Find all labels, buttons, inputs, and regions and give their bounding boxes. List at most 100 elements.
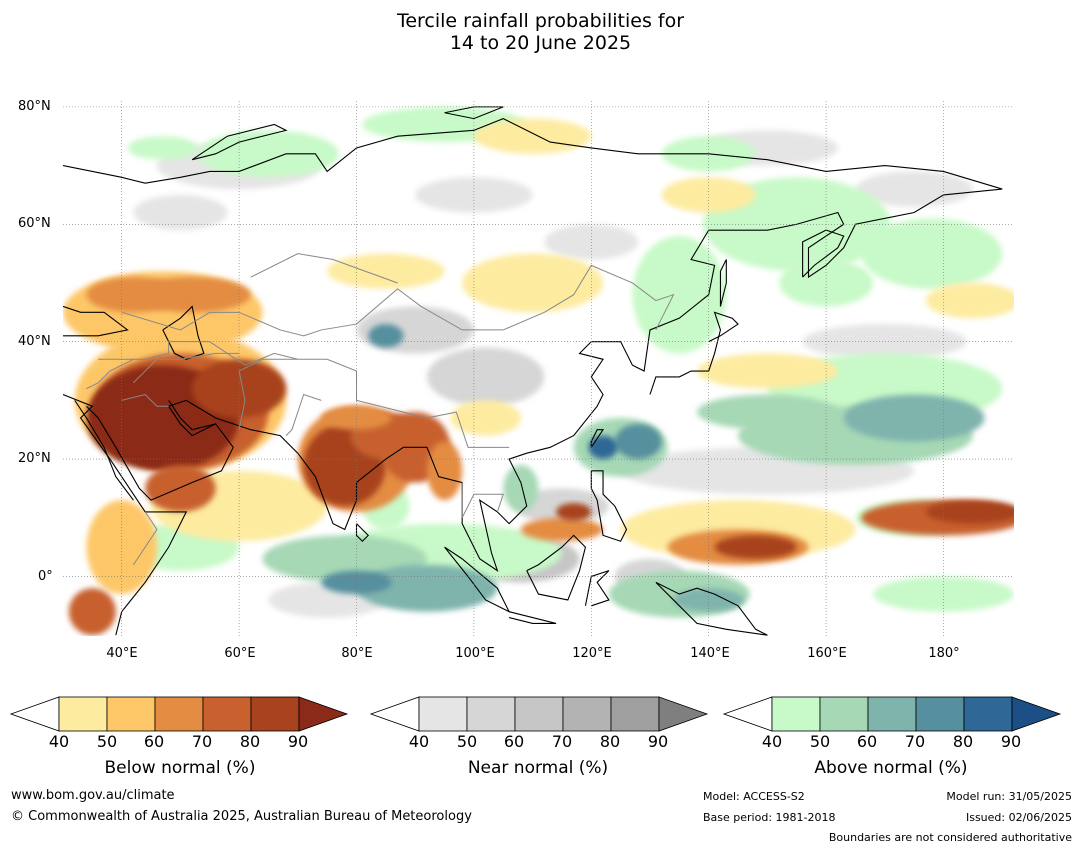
boundaries-disclaimer: Boundaries are not considered authoritat… (828, 831, 1072, 844)
coastline (719, 259, 727, 307)
above-tick-70: 70 (904, 732, 926, 751)
coastline (584, 570, 610, 607)
model-name: Model: ACCESS-S2 (703, 790, 805, 803)
colorbar-underflow (369, 696, 420, 732)
colorbar-overflow (298, 696, 349, 732)
below-tick-50: 50 (96, 732, 118, 751)
lon-label-120e: 120°E (572, 646, 612, 661)
colorbar-overflow (658, 696, 709, 732)
probability-region (86, 500, 157, 595)
border-line (121, 264, 675, 337)
legend-above-normal (722, 696, 1063, 736)
probability-region (127, 136, 199, 160)
coastline (191, 123, 288, 161)
near-normal-title: Near normal (%) (467, 758, 609, 778)
coastline (162, 305, 205, 360)
probability-shading (63, 106, 1014, 636)
colorbar-segment (771, 696, 821, 732)
probability-region (544, 224, 639, 260)
probability-region (321, 406, 392, 430)
below-tick-60: 60 (143, 732, 165, 751)
copyright-text: © Commonwealth of Australia 2025, Austra… (11, 809, 472, 824)
graticule (63, 101, 1014, 636)
probability-region (145, 464, 216, 512)
above-tick-80: 80 (952, 732, 974, 751)
border-line (121, 393, 169, 407)
lat-label-60n: 60°N (18, 216, 51, 231)
probability-region (462, 253, 604, 313)
coastline (802, 229, 845, 278)
probability-region (368, 324, 404, 348)
probability-region (198, 130, 339, 178)
probability-region (696, 353, 838, 389)
probability-region (861, 218, 1003, 289)
probability-region (321, 570, 392, 595)
colorbar-overflow (1011, 696, 1062, 732)
colorbar-segment (250, 696, 300, 732)
above-normal-colorbar (722, 696, 1062, 732)
coastline (63, 305, 129, 337)
legend-near-normal (369, 696, 710, 736)
base-period: Base period: 1981-2018 (703, 811, 836, 824)
border-line (285, 393, 322, 436)
border-line (133, 511, 158, 566)
near-tick-80: 80 (599, 732, 621, 751)
probability-region (68, 588, 116, 636)
coastline (649, 311, 739, 395)
above-tick-60: 60 (856, 732, 878, 751)
probability-region (556, 503, 592, 521)
colorbar-segment (819, 696, 869, 732)
probability-region (327, 253, 445, 289)
lon-label-180: 180° (928, 646, 960, 661)
probability-region (450, 400, 521, 436)
lat-label-20n: 20°N (18, 451, 51, 466)
probability-region (133, 194, 228, 231)
map-title: Tercile rainfall probabilities for 14 to… (0, 10, 1081, 54)
colorbar-segment (963, 696, 1013, 732)
coastline (63, 118, 1003, 190)
probability-region (632, 236, 727, 354)
probability-region (714, 535, 797, 559)
lon-label-100e: 100°E (455, 646, 495, 661)
probability-region (802, 324, 967, 360)
probability-region (426, 347, 545, 407)
below-tick-90: 90 (287, 732, 309, 751)
probability-region (614, 423, 662, 460)
colorbar-segment (562, 696, 612, 732)
lat-label-equator: 0° (38, 569, 53, 584)
probability-region (426, 441, 463, 501)
probability-region (843, 394, 985, 442)
colorbar-segment (418, 696, 468, 732)
coastline (655, 581, 768, 636)
lon-label-140e: 140°E (690, 646, 730, 661)
legend-below-normal (9, 696, 350, 736)
colorbar-segment (154, 696, 204, 732)
near-tick-90: 90 (647, 732, 669, 751)
lat-label-80n: 80°N (18, 99, 51, 114)
below-tick-40: 40 (48, 732, 70, 751)
colorbar-segment (106, 696, 156, 732)
rainfall-probability-map (63, 101, 1014, 636)
above-tick-50: 50 (809, 732, 831, 751)
coastline (74, 400, 134, 501)
coastline (355, 523, 370, 543)
lon-label-80e: 80°E (341, 646, 373, 661)
colorbar-segment (202, 696, 252, 732)
below-normal-title: Below normal (%) (104, 758, 256, 778)
lon-label-60e: 60°E (224, 646, 256, 661)
above-tick-40: 40 (761, 732, 783, 751)
border-line (133, 352, 240, 384)
probability-region (192, 359, 287, 418)
probability-region (925, 282, 1014, 319)
near-tick-70: 70 (551, 732, 573, 751)
probability-region (86, 277, 181, 313)
colorbar-underflow (9, 696, 60, 732)
colorbar-segment (514, 696, 564, 732)
near-tick-60: 60 (503, 732, 525, 751)
above-tick-90: 90 (1000, 732, 1022, 751)
probability-region (503, 464, 539, 512)
probability-region (873, 576, 1014, 612)
below-tick-70: 70 (191, 732, 213, 751)
website-link[interactable]: www.bom.gov.au/climate (11, 788, 175, 803)
issued-date: Issued: 02/06/2025 (965, 811, 1072, 824)
